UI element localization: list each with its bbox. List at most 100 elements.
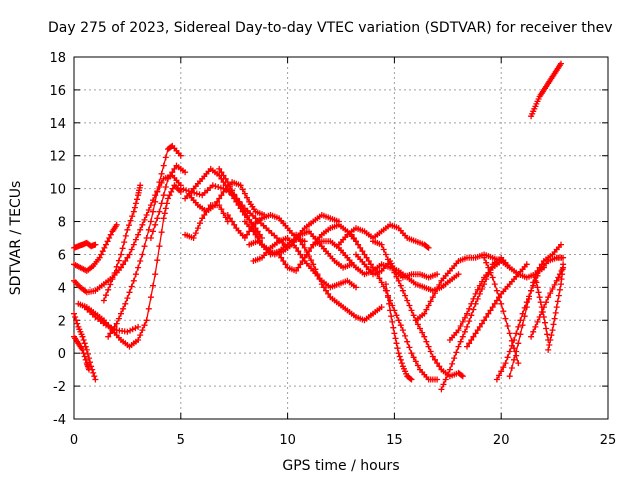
data-point — [312, 266, 319, 273]
data-point — [216, 195, 223, 202]
series-arc-8 — [100, 182, 144, 304]
data-point — [391, 269, 398, 276]
data-point — [353, 284, 359, 291]
data-point — [534, 267, 541, 274]
data-point — [551, 281, 558, 288]
data-point — [177, 152, 184, 159]
data-point — [479, 320, 485, 327]
data-point — [115, 315, 122, 322]
data-point — [540, 314, 547, 320]
data-point — [224, 179, 231, 186]
data-point — [389, 302, 396, 309]
data-point — [218, 192, 225, 199]
data-point — [106, 235, 113, 241]
data-point — [407, 375, 414, 382]
data-point — [113, 221, 120, 228]
data-point — [536, 294, 543, 301]
data-point — [397, 356, 404, 363]
y-tick-label: 18 — [49, 51, 66, 66]
data-point — [523, 304, 530, 311]
series-arc-13 — [186, 179, 268, 218]
data-point — [440, 381, 447, 388]
data-point — [128, 246, 135, 253]
data-point — [466, 305, 473, 312]
data-point — [534, 284, 541, 291]
data-point — [124, 254, 131, 261]
data-point — [156, 208, 163, 215]
data-point — [412, 358, 419, 365]
data-point — [167, 172, 174, 179]
data-point — [550, 321, 557, 328]
data-point — [389, 318, 396, 325]
data-point — [372, 267, 379, 274]
data-point — [111, 323, 118, 330]
data-point — [395, 350, 402, 357]
data-point — [470, 295, 477, 302]
data-point — [545, 294, 552, 301]
data-point — [73, 317, 80, 324]
data-point — [150, 282, 156, 289]
data-point — [160, 162, 167, 169]
data-point — [171, 165, 178, 172]
data-point — [103, 322, 109, 329]
data-point — [547, 337, 554, 343]
data-point — [390, 324, 397, 331]
data-point — [392, 335, 399, 342]
data-point — [378, 304, 385, 311]
data-point — [169, 169, 176, 176]
data-point — [359, 248, 366, 255]
data-point — [555, 274, 562, 281]
data-point — [380, 246, 387, 253]
data-point — [406, 344, 413, 351]
y-tick-label: 6 — [58, 248, 66, 263]
series-arc-16 — [224, 212, 308, 245]
data-point — [496, 372, 503, 379]
data-point — [538, 261, 545, 268]
data-point — [549, 286, 556, 292]
data-point — [393, 340, 400, 347]
data-point — [303, 249, 310, 255]
data-point — [517, 317, 524, 324]
data-point — [374, 271, 381, 278]
data-point — [244, 212, 250, 219]
data-point — [226, 183, 233, 190]
data-point — [476, 323, 483, 330]
y-tick-label: 10 — [49, 183, 66, 198]
data-point — [429, 294, 436, 301]
data-point — [414, 321, 421, 328]
data-point — [80, 350, 87, 357]
data-point — [500, 308, 507, 315]
data-point — [353, 238, 359, 245]
data-point — [130, 241, 137, 248]
data-point — [378, 241, 385, 248]
data-point — [293, 267, 300, 274]
data-point — [86, 366, 92, 373]
data-point — [474, 327, 481, 334]
data-point — [419, 329, 426, 336]
data-point — [519, 322, 526, 329]
data-point — [209, 182, 216, 189]
data-point — [118, 264, 124, 271]
data-point — [147, 202, 154, 209]
data-point — [105, 323, 112, 330]
data-point — [158, 229, 165, 236]
data-point — [393, 273, 400, 280]
data-point — [216, 165, 223, 172]
data-point — [126, 251, 133, 258]
data-point — [434, 360, 441, 367]
data-point — [434, 376, 441, 383]
data-point — [382, 281, 389, 288]
data-point — [126, 222, 132, 229]
data-point — [461, 314, 468, 321]
data-point — [558, 60, 564, 67]
data-point — [382, 251, 389, 258]
data-point — [239, 186, 246, 193]
data-point — [446, 366, 453, 373]
data-point — [423, 306, 430, 313]
data-point — [472, 330, 479, 337]
data-point — [461, 328, 468, 335]
data-point — [308, 244, 315, 251]
data-point — [553, 277, 560, 284]
data-point — [99, 248, 106, 255]
